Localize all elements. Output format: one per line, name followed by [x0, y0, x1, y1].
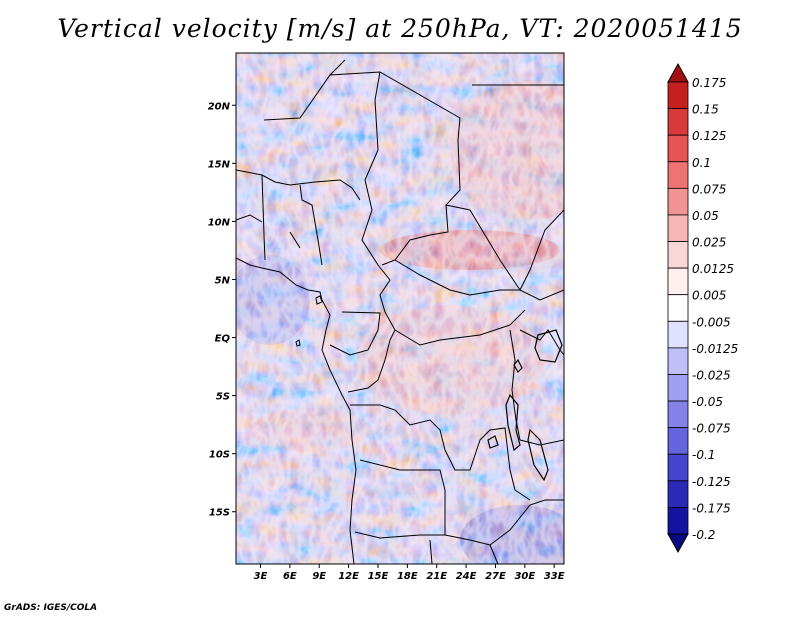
colorbar-segment — [667, 400, 689, 429]
lon-tick-label: 24E — [456, 571, 477, 582]
colorbar-segment — [667, 453, 689, 482]
colorbar-segment — [667, 347, 689, 375]
colorbar-segment — [667, 480, 689, 508]
lat-tick-label: 10N — [208, 217, 231, 228]
colorbar-label: -0.025 — [692, 368, 731, 382]
lat-tick-label: 10S — [209, 450, 230, 461]
colorbar-segment — [667, 427, 689, 455]
lon-tick-label: 18E — [397, 571, 418, 582]
colorbar-segment — [667, 374, 689, 402]
colorbar-label: 0.025 — [692, 236, 726, 250]
lon-tick-label: 12E — [338, 571, 359, 582]
lat-tick-label: 15N — [208, 159, 231, 170]
lat-tick-label: 15S — [209, 508, 230, 519]
colorbar-label: -0.125 — [692, 475, 731, 489]
grads-credit: GrADS: IGES/COLA — [4, 603, 98, 613]
colorbar-label: 0.075 — [692, 182, 726, 196]
lakes — [487, 329, 563, 482]
lat-tick-label: 5N — [215, 275, 231, 286]
colorbar-segment — [667, 187, 689, 216]
colorbar-label: -0.175 — [692, 501, 731, 515]
colorbar-segment — [667, 108, 689, 136]
colorbar-label: 0.15 — [692, 103, 719, 117]
colorbar-segment — [667, 214, 689, 242]
colorbar-label: -0.05 — [692, 395, 723, 409]
colorbar-label: -0.1 — [692, 448, 715, 462]
longitude-axis: 3E 6E 9E 12E 15E 18E 21E 24E 27E 30E 33E — [254, 564, 565, 582]
colorbar-segment — [667, 134, 689, 163]
country-borders — [236, 59, 564, 564]
colorbar-segment — [667, 241, 689, 269]
colorbar-segment — [667, 320, 689, 349]
velocity-field — [236, 53, 564, 564]
lat-tick-label: 5S — [216, 392, 230, 403]
lon-tick-label: 6E — [283, 571, 297, 582]
colorbar-label: -0.005 — [692, 315, 731, 329]
lon-tick-label: 3E — [254, 571, 268, 582]
colorbar-label: -0.075 — [692, 422, 731, 436]
colorbar-segment — [667, 81, 689, 109]
lon-tick-label: 9E — [312, 571, 326, 582]
colorbar-segment — [667, 267, 689, 296]
colorbar-segment — [667, 161, 689, 189]
chart-title: Vertical velocity [m/s] at 250hPa, VT: 2… — [57, 14, 743, 43]
lon-tick-label: 21E — [426, 571, 447, 582]
map-frame — [235, 52, 565, 565]
islands — [295, 295, 323, 347]
lat-tick-label: EQ — [215, 334, 231, 345]
colorbar-label: 0.005 — [692, 289, 726, 303]
colorbar-label: 0.05 — [692, 209, 719, 223]
lat-tick-label: 20N — [208, 101, 231, 112]
colorbar-segment — [667, 507, 689, 535]
colorbar-label: 0.1 — [692, 156, 711, 170]
colorbar: 0.175 0.15 0.125 0.1 0.075 0.05 0.025 0.0125 0.0… — [667, 62, 738, 554]
colorbar-label: -0.0125 — [692, 342, 738, 356]
colorbar-top-arrow — [667, 62, 689, 83]
lon-tick-label: 33E — [544, 571, 565, 582]
colorbar-label: 0.0125 — [692, 262, 734, 276]
lon-tick-label: 27E — [485, 571, 506, 582]
colorbar-bottom-arrow — [667, 533, 689, 554]
colorbar-segment — [667, 294, 689, 322]
lon-tick-label: 30E — [514, 571, 535, 582]
latitude-axis: 20N 15N 10N 5N EQ 5S 10S 15S — [208, 101, 236, 519]
colorbar-label: -0.2 — [692, 528, 715, 542]
colorbar-label: 0.125 — [692, 129, 726, 143]
lon-tick-label: 15E — [368, 571, 389, 582]
colorbar-label: 0.175 — [692, 76, 726, 90]
